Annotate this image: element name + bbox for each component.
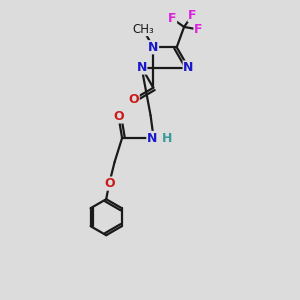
Text: N: N <box>147 131 157 145</box>
Text: N: N <box>136 61 147 74</box>
Text: F: F <box>194 23 202 36</box>
Text: N: N <box>148 41 158 54</box>
Text: N: N <box>183 61 194 74</box>
Text: CH₃: CH₃ <box>132 22 154 35</box>
Text: F: F <box>188 9 196 22</box>
Text: O: O <box>128 92 139 106</box>
Text: F: F <box>168 12 176 25</box>
Text: O: O <box>104 177 115 190</box>
Text: H: H <box>162 131 172 145</box>
Text: O: O <box>113 110 124 123</box>
